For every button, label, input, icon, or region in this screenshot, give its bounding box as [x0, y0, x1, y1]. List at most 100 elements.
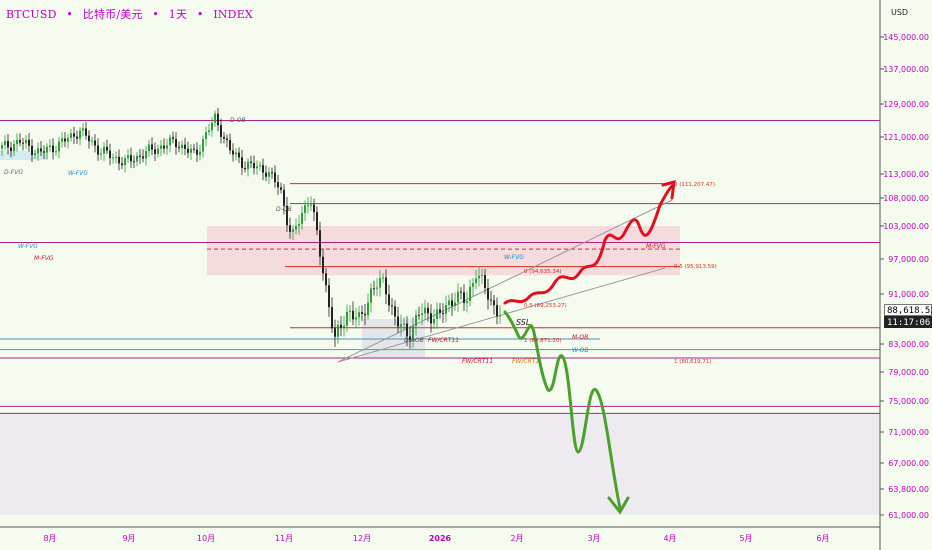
candle-body-22 — [67, 138, 69, 142]
candle-body-150 — [451, 300, 453, 307]
zone-label-10: W-OB — [572, 347, 588, 354]
candle-body-157 — [472, 283, 474, 287]
candle-body-95 — [286, 205, 288, 226]
x-tick-label-10: 6月 — [816, 534, 829, 543]
title-sep-2: • — [152, 8, 160, 21]
zone-label-2: W-FVG — [68, 170, 88, 177]
candle-body-92 — [277, 182, 279, 188]
x-tick-label-2: 10月 — [197, 534, 215, 543]
channel-lower — [337, 267, 666, 363]
candle-body-91 — [274, 172, 276, 183]
fib-label-2: 0.5 (95,913.59) — [674, 264, 717, 270]
candle-body-90 — [271, 172, 273, 174]
candle-body-156 — [469, 286, 471, 301]
candle-body-11 — [34, 153, 36, 156]
candle-body-135 — [406, 323, 408, 337]
candle-body-105 — [316, 212, 318, 231]
candle-body-14 — [43, 151, 45, 153]
candle-body-80 — [241, 157, 243, 168]
y-tick-label-0: 145,000.00 — [883, 33, 929, 42]
candle-body-67 — [202, 139, 204, 152]
candle-body-2 — [7, 140, 9, 148]
candle-body-101 — [304, 205, 306, 213]
candle-body-49 — [148, 144, 150, 152]
candle-body-53 — [160, 145, 162, 149]
zone-3 — [0, 413, 880, 515]
candle-body-155 — [466, 300, 468, 303]
candle-body-24 — [73, 133, 75, 137]
x-tick-label-6: 2月 — [510, 534, 523, 543]
candle-body-140 — [421, 313, 423, 315]
candle-body-34 — [103, 146, 105, 154]
candle-body-6 — [19, 139, 21, 143]
y-tick-label-9: 83,000.00 — [888, 340, 929, 349]
x-tick-label-5: 2026 — [429, 534, 452, 543]
zone-0 — [0, 150, 48, 161]
candle-body-113 — [340, 324, 342, 328]
interval-label[interactable]: 1天 — [168, 8, 188, 21]
candle-body-132 — [397, 316, 399, 327]
candle-body-74 — [223, 136, 225, 139]
candle-body-124 — [373, 288, 375, 290]
candle-body-164 — [493, 300, 495, 306]
candle-body-17 — [52, 145, 54, 153]
zone-label-12: FW/CRT11 — [428, 337, 459, 344]
x-tick-label-7: 3月 — [587, 534, 600, 543]
candle-body-152 — [457, 291, 459, 303]
candle-body-102 — [307, 205, 309, 207]
y-tick-label-12: 71,000.00 — [888, 428, 929, 437]
candle-body-128 — [385, 277, 387, 295]
candle-body-129 — [388, 294, 390, 306]
candle-body-94 — [283, 189, 285, 206]
symbol-label[interactable]: BTCUSD — [6, 8, 57, 21]
candle-body-8 — [25, 139, 27, 144]
candle-body-137 — [412, 325, 414, 341]
candle-body-161 — [484, 275, 486, 289]
candle-body-119 — [358, 312, 360, 318]
zone-label-0: D-OB — [230, 117, 246, 124]
candle-body-19 — [58, 141, 60, 152]
candle-body-65 — [196, 149, 198, 155]
candle-body-23 — [70, 133, 72, 139]
candle-body-163 — [490, 299, 492, 301]
candle-body-47 — [142, 156, 144, 159]
candle-body-21 — [64, 138, 66, 142]
candle-body-10 — [31, 145, 33, 156]
candle-body-103 — [310, 204, 312, 206]
candle-body-123 — [370, 288, 372, 303]
candle-body-139 — [418, 314, 420, 316]
candle-body-93 — [280, 187, 282, 190]
candle-body-145 — [436, 309, 438, 319]
candle-body-88 — [265, 172, 267, 177]
candle-body-114 — [343, 325, 345, 328]
candle-body-4 — [13, 144, 15, 152]
candle-body-87 — [262, 165, 264, 173]
y-tick-label-2: 129,000.00 — [883, 100, 929, 109]
candle-body-41 — [124, 158, 126, 166]
currency-label: USD — [891, 8, 908, 17]
candle-body-56 — [169, 137, 171, 146]
y-tick-label-13: 67,000.00 — [888, 459, 929, 468]
candle-body-107 — [322, 256, 324, 274]
candle-body-117 — [352, 310, 354, 320]
channel-upper — [337, 199, 673, 363]
candle-body-75 — [226, 138, 228, 141]
zone-label-1: D-FVG — [4, 169, 23, 176]
y-tick-label-15: 61,000.00 — [888, 511, 929, 520]
candle-body-98 — [295, 226, 297, 230]
candle-body-52 — [157, 148, 159, 154]
candle-body-48 — [145, 151, 147, 159]
zone-label-4: W-FVG — [18, 243, 38, 250]
candle-body-28 — [85, 128, 87, 136]
candle-body-20 — [61, 138, 63, 142]
candle-body-109 — [328, 285, 330, 308]
candle-body-127 — [382, 277, 384, 279]
countdown-tag: 11:17:06 — [884, 316, 932, 328]
candle-body-46 — [139, 155, 141, 157]
candle-body-51 — [154, 149, 156, 154]
candle-body-115 — [346, 312, 348, 326]
y-tick-label-14: 63,800.00 — [888, 485, 929, 494]
candle-body-27 — [82, 128, 84, 131]
bullish-arrowhead — [661, 179, 676, 200]
